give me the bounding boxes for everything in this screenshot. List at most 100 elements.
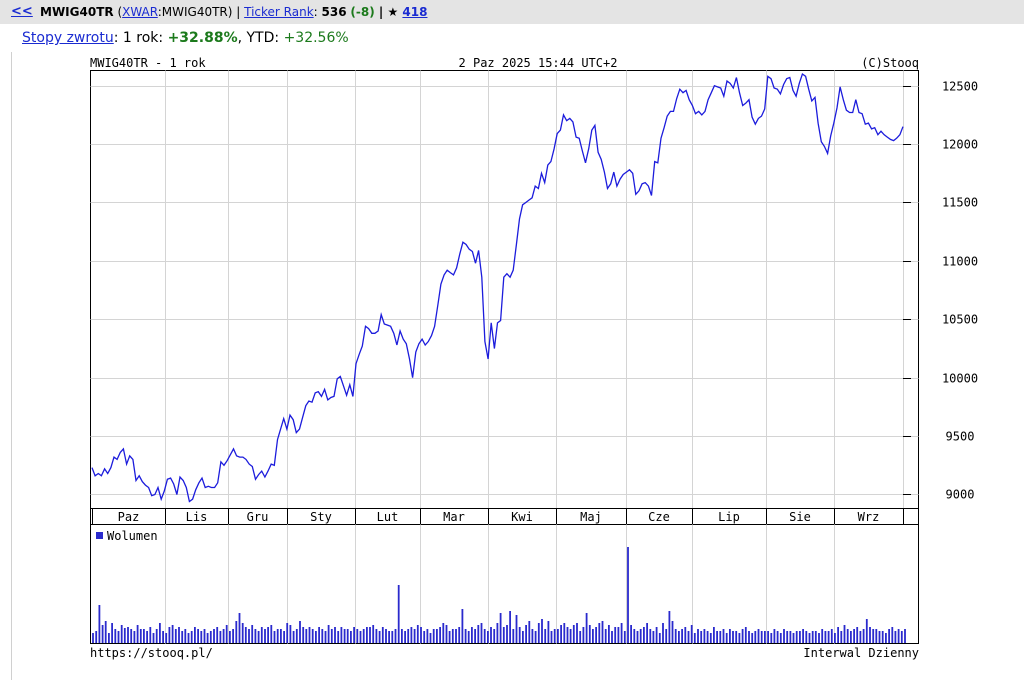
volume-bar xyxy=(623,631,626,643)
volume-bar xyxy=(630,625,632,643)
volume-bar xyxy=(703,629,706,643)
y-axis-labels: 9000 9500 10000 10500 11000 11500 12000 12500 xyxy=(942,80,978,502)
volume-bar xyxy=(219,631,222,643)
volume-bar xyxy=(738,633,741,643)
volume-bar xyxy=(95,631,98,643)
volume-bar xyxy=(165,633,168,643)
volume-bar xyxy=(830,629,833,643)
volume-bar xyxy=(674,629,677,643)
volume-bar xyxy=(843,625,846,643)
volume-bar xyxy=(518,627,521,643)
volume-bar xyxy=(260,627,263,643)
volume-bar xyxy=(757,629,760,643)
volume-bar xyxy=(420,627,422,643)
volume-bar xyxy=(267,627,269,643)
ytd-value: +32.56% xyxy=(283,30,349,46)
volume-bar xyxy=(636,631,639,643)
volume-bar xyxy=(98,605,101,643)
volume-bar xyxy=(837,627,839,643)
volume-bar xyxy=(117,631,120,643)
y-tick-label: 10500 xyxy=(942,313,978,327)
x-tick-label: Mar xyxy=(443,510,465,524)
volume-bar xyxy=(146,631,148,643)
volume-bar xyxy=(904,629,906,643)
volume-bar xyxy=(888,629,890,643)
volume-bar xyxy=(802,629,804,643)
volume-bar xyxy=(865,619,868,643)
volume-bar xyxy=(209,631,212,643)
volume-bar xyxy=(251,625,254,643)
volume-bar xyxy=(499,613,502,643)
volume-bar xyxy=(827,631,830,643)
y-tick-label: 10000 xyxy=(942,372,978,386)
volume-bar xyxy=(222,629,225,643)
left-divider xyxy=(11,52,12,680)
volume-bar xyxy=(162,631,164,643)
volume-bar xyxy=(671,621,674,643)
full-symbol: :MWIG40TR) | xyxy=(157,5,245,19)
volume-bar xyxy=(547,621,550,643)
volume-bar xyxy=(544,629,547,643)
volume-bar xyxy=(706,631,709,643)
volume-bar xyxy=(541,619,543,643)
volume-bar xyxy=(477,625,480,643)
volume-bar xyxy=(716,631,718,643)
volume-bar xyxy=(789,631,792,643)
volume-bar xyxy=(537,623,540,643)
volume-bar xyxy=(808,633,811,643)
volume-bar xyxy=(744,627,747,643)
volume-bar xyxy=(668,611,671,643)
volume-bar xyxy=(136,625,139,643)
volume-bar xyxy=(767,631,769,643)
volume-bar xyxy=(356,629,359,643)
volume-bar xyxy=(751,633,754,643)
x-tick-label: Lut xyxy=(377,510,399,524)
volume-bar xyxy=(289,625,292,643)
back-link[interactable]: << xyxy=(11,4,33,19)
volume-bar xyxy=(748,631,750,643)
volume-bar xyxy=(311,629,314,643)
volume-bar xyxy=(104,621,107,643)
volume-bar xyxy=(681,629,683,643)
volume-bar xyxy=(127,627,129,643)
volume-bar xyxy=(620,623,623,643)
chart-title: MWIG40TR - 1 rok xyxy=(90,56,206,70)
volume-bar xyxy=(697,629,699,643)
volume-bar xyxy=(658,633,661,643)
volume-bar xyxy=(295,629,298,643)
volume-bar xyxy=(467,631,470,643)
volume-bar xyxy=(407,629,410,643)
volume-bar xyxy=(381,627,384,643)
star-separator: | ★ xyxy=(374,5,403,19)
volume-bar xyxy=(302,627,305,643)
returns-link[interactable]: Stopy zwrotu xyxy=(22,30,114,46)
volume-bar xyxy=(776,631,779,643)
volume-bar xyxy=(522,631,524,643)
volume-bar xyxy=(378,631,381,643)
volume-bar xyxy=(779,633,782,643)
volume-bar xyxy=(464,629,467,643)
exchange-link[interactable]: XWAR xyxy=(122,5,158,19)
volume-bar xyxy=(795,631,798,643)
volume-bar xyxy=(385,629,387,643)
volume-bar xyxy=(238,613,241,643)
volume-bar xyxy=(416,625,419,643)
volume-legend-marker xyxy=(96,532,103,539)
rank-separator: : xyxy=(313,5,322,19)
volume-bar xyxy=(120,625,123,643)
volume-bar xyxy=(283,631,285,643)
stars-link[interactable]: 418 xyxy=(402,5,428,19)
y-tick-label: 12000 xyxy=(942,138,978,152)
chart-copyright: (C)Stooq xyxy=(861,56,919,70)
volume-bar xyxy=(225,625,228,643)
ticker-rank-link[interactable]: Ticker Rank xyxy=(244,5,314,19)
volume-bar xyxy=(588,625,591,643)
volume-bar xyxy=(652,631,655,643)
volume-bar xyxy=(531,629,534,643)
volume-bar xyxy=(490,627,492,643)
x-tick-label: Gru xyxy=(247,510,269,524)
volume-bar xyxy=(493,629,496,643)
volume-bar xyxy=(203,629,206,643)
volume-vertical-gridlines xyxy=(165,524,835,644)
volume-bar xyxy=(585,613,588,643)
